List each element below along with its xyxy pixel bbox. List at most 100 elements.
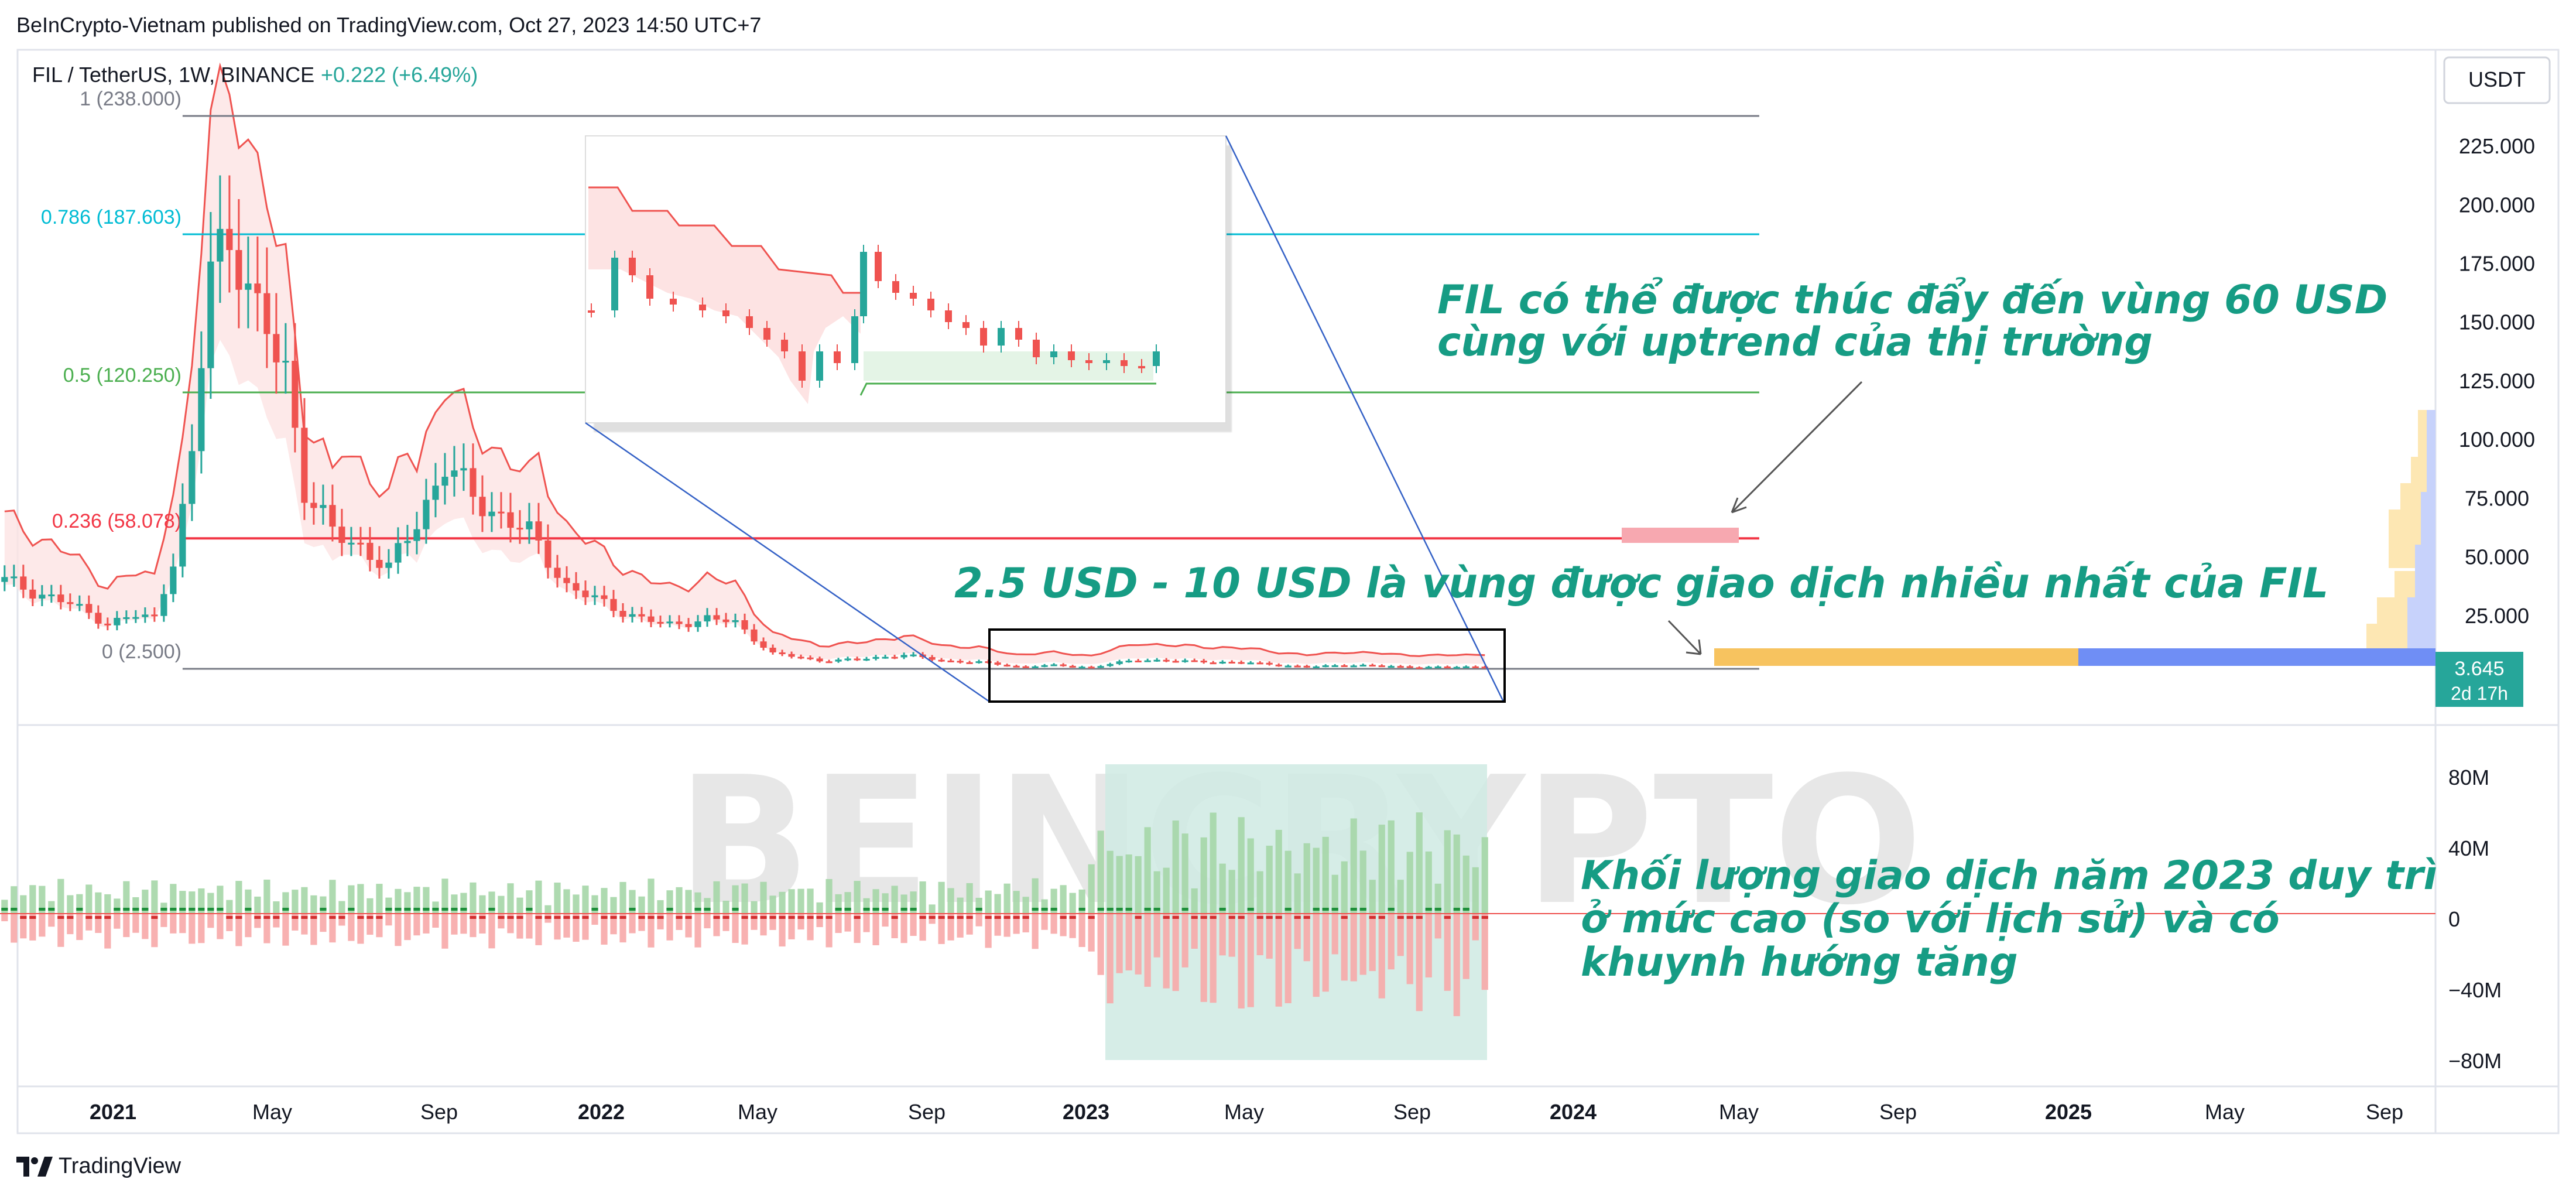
candle-body — [947, 660, 954, 662]
volume-bar-up — [1275, 829, 1282, 914]
volume-bar-down — [29, 914, 36, 941]
inset-candle-body — [1068, 351, 1075, 360]
volume-delta-mark — [1163, 916, 1170, 919]
volume-bar-down — [198, 914, 205, 943]
candle-body — [395, 543, 402, 563]
volume-delta-mark — [554, 916, 561, 919]
volume-delta-mark — [1181, 908, 1188, 911]
volume-bar-up — [1013, 891, 1020, 914]
candle-body — [722, 619, 729, 623]
time-tick: 2023 — [1063, 1100, 1109, 1124]
inset-candle-body — [1033, 340, 1040, 357]
volume-delta-mark — [872, 908, 879, 911]
volume-bar-up — [441, 878, 448, 914]
volume-bar-down — [1481, 914, 1488, 990]
inset-candle-body — [588, 310, 595, 313]
candle-body — [376, 559, 383, 568]
volume-delta-mark — [1116, 908, 1123, 911]
volume-bar-down — [779, 914, 786, 947]
volume-delta-mark — [938, 916, 945, 919]
volume-bar-up — [338, 901, 345, 914]
volume-bar-down — [217, 914, 224, 939]
volume-bar-up — [1481, 837, 1488, 914]
currency-label: USDT — [2468, 67, 2526, 91]
volume-bar-up — [676, 887, 683, 914]
volume-bar-down — [610, 914, 617, 935]
candle-body — [1275, 664, 1282, 666]
volume-bar-down — [854, 914, 861, 943]
volume-bar-down — [1107, 914, 1114, 1004]
volume-bar-down — [741, 914, 748, 945]
candle-body — [957, 661, 964, 663]
volume-delta-mark — [1453, 908, 1460, 911]
volume-delta-mark — [57, 916, 64, 919]
candle-body — [151, 614, 158, 617]
volume-bar-up — [273, 901, 280, 914]
volume-bar-down — [310, 914, 317, 945]
volume-delta-mark — [67, 916, 74, 919]
volume-delta-mark — [1069, 916, 1076, 919]
volume-bar-down — [1294, 914, 1301, 949]
volume-bar-up — [301, 887, 308, 914]
volume-bar-down — [1013, 914, 1020, 934]
volume-bar-up — [104, 894, 111, 914]
time-tick: 2024 — [1550, 1100, 1597, 1124]
candle-body — [1266, 662, 1273, 665]
volume-delta-mark — [788, 916, 795, 919]
volume-bar-down — [1425, 914, 1432, 977]
candle-body — [582, 590, 589, 597]
volume-delta-mark — [198, 908, 205, 911]
candle-body — [816, 658, 823, 662]
candle-body — [1247, 662, 1254, 665]
currency-button[interactable] — [2443, 56, 2551, 104]
candle-body — [460, 468, 467, 471]
volume-tick: 0 — [2448, 907, 2460, 931]
volume-bar-up — [1425, 851, 1432, 914]
annotation-target-line2: cùng với uptrend của thị trường — [1437, 319, 2153, 365]
volume-bar-up — [1331, 874, 1338, 914]
volume-bar-up — [891, 886, 898, 914]
volume-bar-up — [1434, 883, 1441, 914]
volume-bar-up — [816, 902, 823, 914]
volume-bar-down — [1181, 914, 1188, 967]
price-tick: 125.000 — [2459, 369, 2535, 393]
volume-delta-mark — [1462, 908, 1469, 911]
volume-bar-down — [1388, 914, 1395, 970]
volume-bar-down — [207, 914, 214, 928]
volume-delta-mark — [929, 916, 936, 919]
candle-body — [1284, 665, 1292, 668]
volume-bar-down — [1462, 914, 1469, 979]
volume-bar-up — [1444, 830, 1451, 914]
annotation-volume-line3: khuynh hướng tăng — [1581, 939, 2018, 986]
volume-delta-mark — [1481, 916, 1488, 919]
volume-bar-down — [685, 914, 692, 938]
volume-delta-mark — [376, 916, 383, 919]
volume-bar-down — [1191, 914, 1198, 949]
inset-supertrend-line — [588, 186, 861, 294]
candle-body — [863, 658, 870, 661]
volume-bar-up — [1144, 827, 1151, 914]
candle-body — [404, 541, 411, 543]
volume-bar-down — [320, 914, 327, 932]
tradingview-logo[interactable]: TradingView — [16, 1154, 181, 1179]
volume-bar-down — [1331, 914, 1338, 955]
candle-body — [385, 562, 392, 568]
volume-bar-up — [975, 897, 982, 914]
candle-body — [797, 657, 804, 659]
volume-bar-down — [1238, 914, 1245, 1008]
arrow-head — [1686, 639, 1702, 655]
volume-bar-up — [919, 881, 926, 914]
volume-bar-down — [292, 914, 299, 931]
candle-body — [685, 624, 692, 627]
volume-bar-up — [11, 886, 18, 914]
candle-body — [48, 594, 55, 597]
volume-bar-up — [488, 891, 495, 914]
volume-bar-down — [666, 914, 673, 941]
volume-bar-down — [245, 914, 252, 938]
candle-body — [994, 662, 1001, 665]
inset-candle-body — [781, 340, 788, 351]
volume-bar-down — [797, 914, 804, 930]
volume-delta-mark — [1303, 916, 1310, 919]
candle-body — [1303, 665, 1310, 668]
